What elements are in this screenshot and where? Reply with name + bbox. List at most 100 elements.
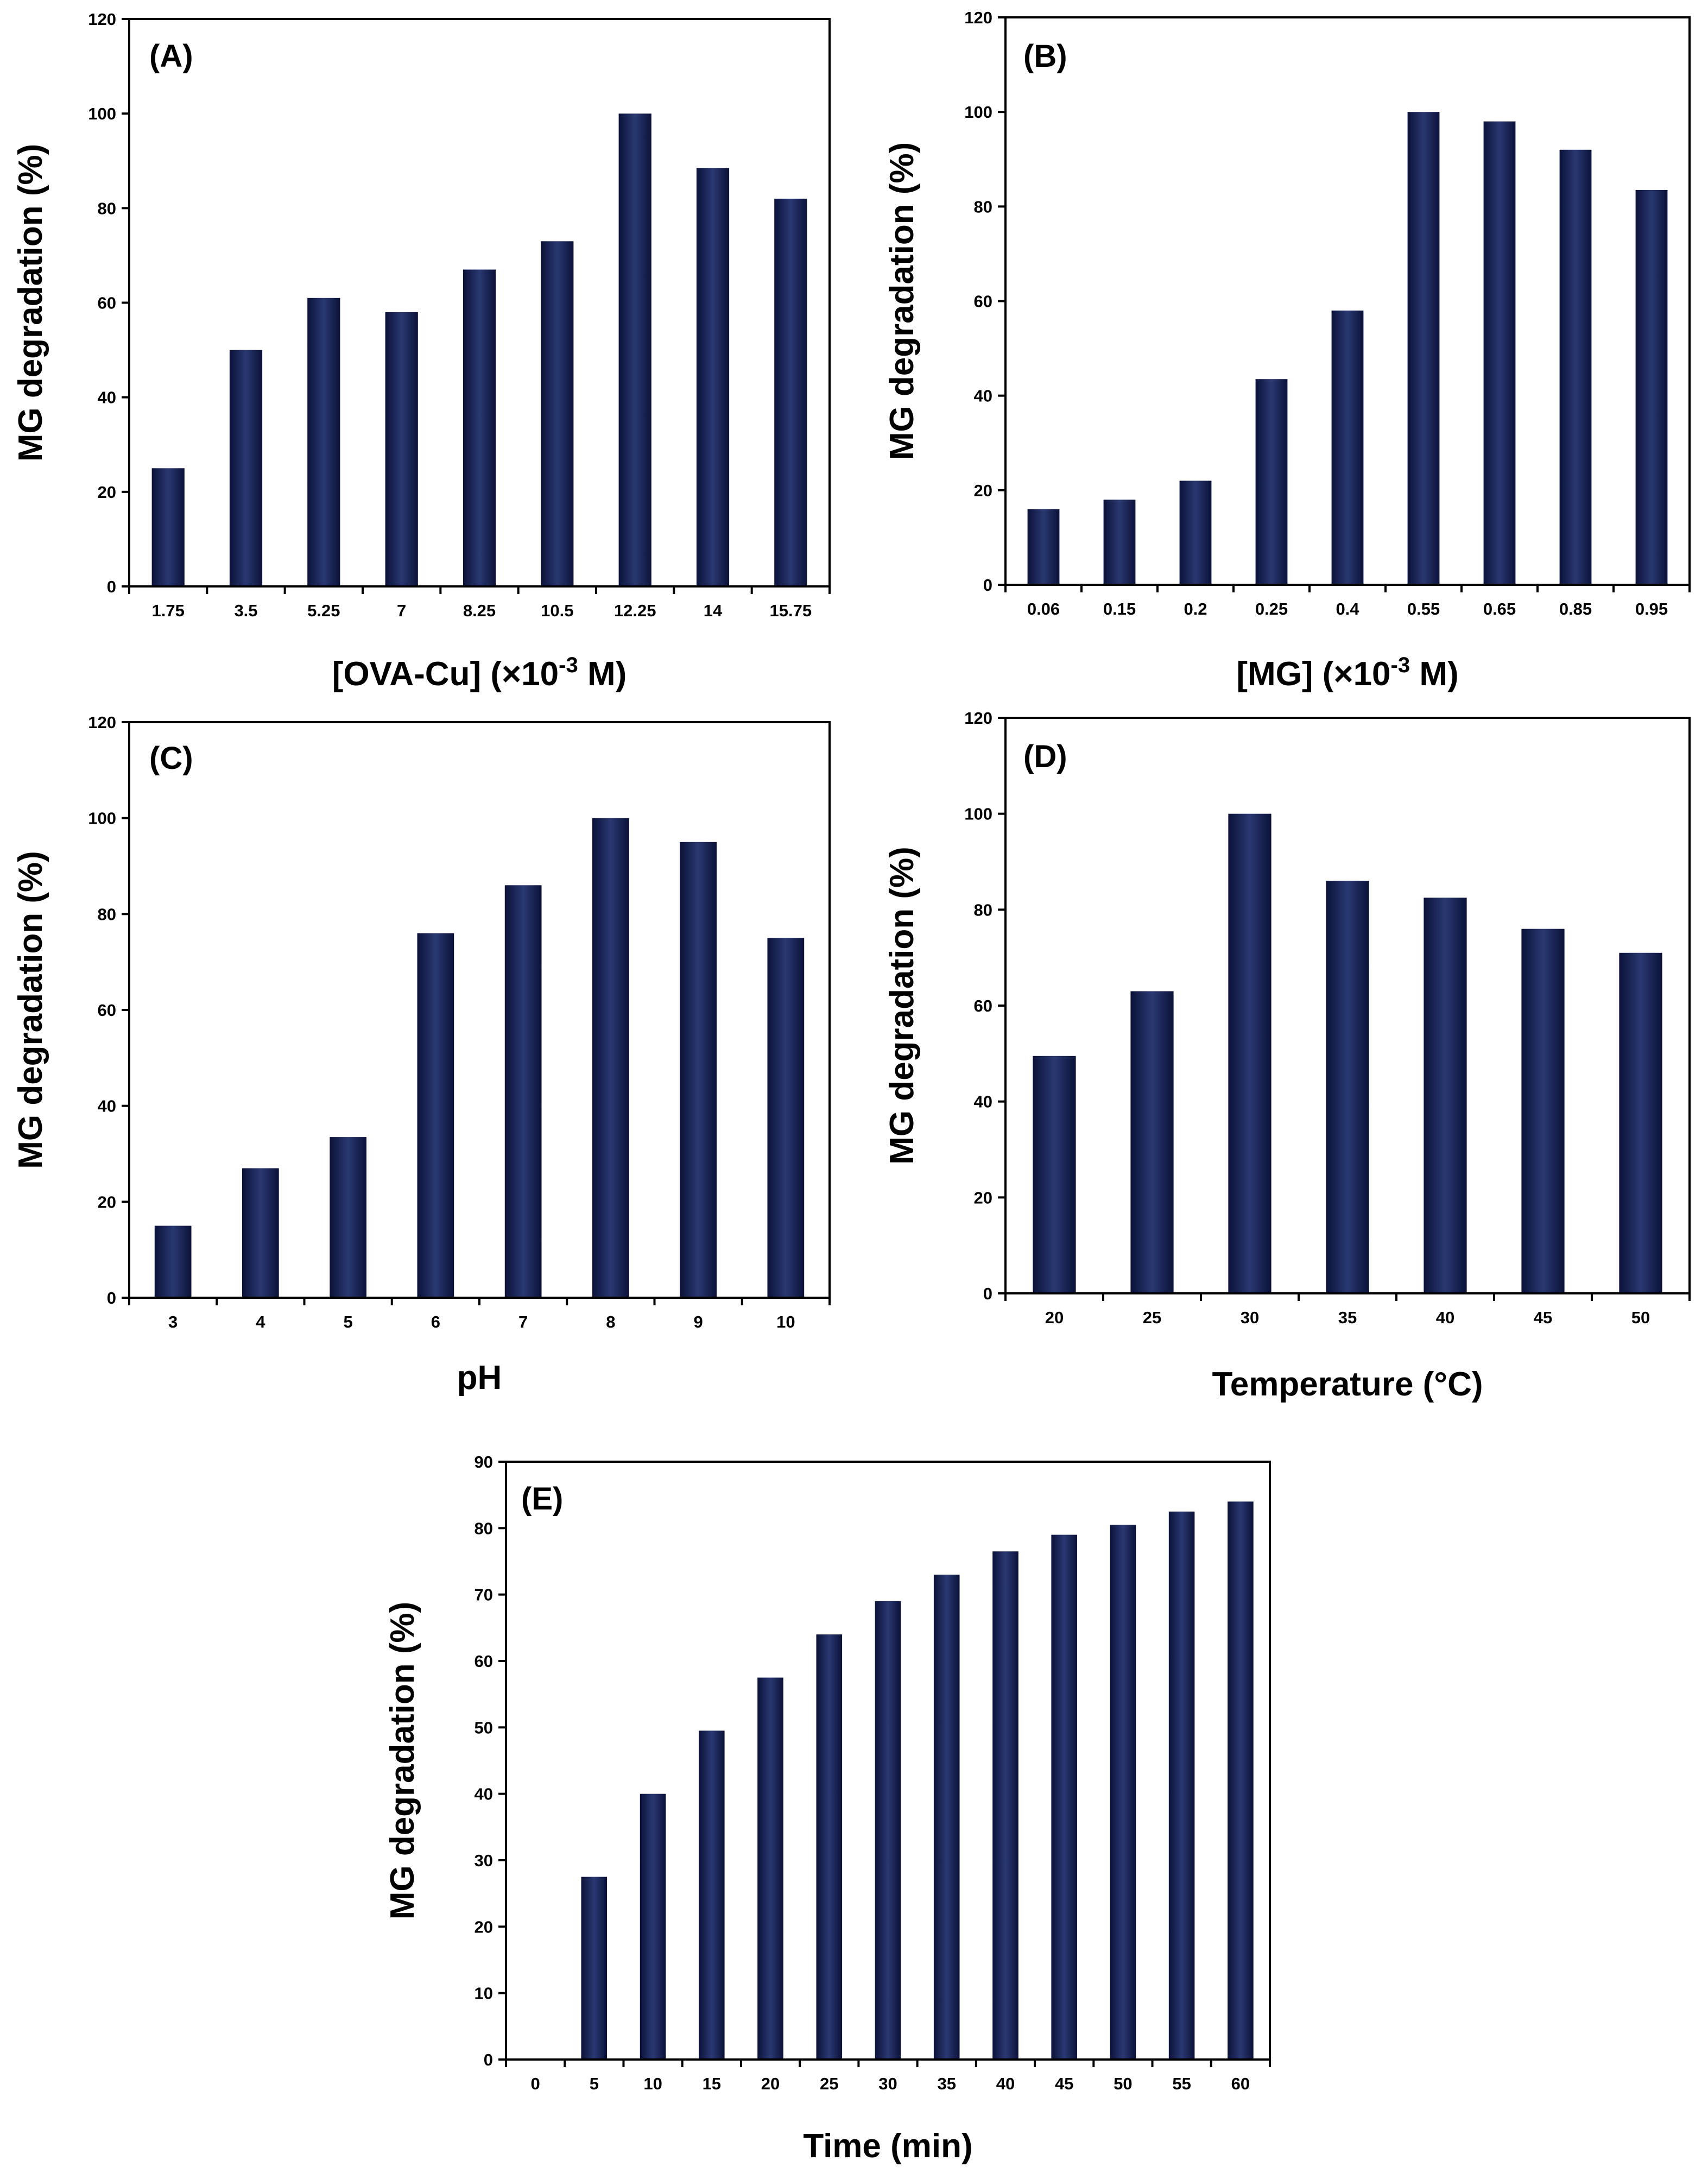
y-tick-label: 60 (98, 294, 116, 313)
bar-8 (592, 818, 629, 1298)
x-tick-label: 0.06 (1027, 599, 1060, 618)
y-tick-label: 120 (964, 8, 992, 27)
y-tick-label: 120 (88, 713, 116, 732)
y-tick-label: 80 (475, 1519, 493, 1538)
x-tick-label: 0.95 (1635, 599, 1668, 618)
bar-45 (1051, 1534, 1077, 2060)
x-tick-label: 4 (256, 1312, 265, 1331)
y-tick-label: 40 (98, 1097, 116, 1116)
bar-60 (1228, 1501, 1254, 2060)
y-tick-label: 40 (974, 1092, 992, 1111)
x-tick-label: 3 (168, 1312, 178, 1331)
bar-50 (1619, 952, 1662, 1293)
y-axis-label: MG degradation (%) (12, 144, 49, 462)
x-tick-label: 35 (1338, 1308, 1357, 1327)
plot-frame (505, 1461, 1271, 2061)
x-tick-label: 10.5 (541, 601, 573, 620)
y-axis-label: MG degradation (%) (883, 847, 921, 1165)
y-tick-label: 120 (88, 10, 116, 29)
x-tick-label: 5 (590, 2074, 599, 2093)
bar-8.25 (463, 269, 496, 586)
x-axis-label: [MG] (×10-3 M) (1236, 653, 1458, 693)
panel-label: (C) (149, 741, 193, 776)
y-tick-label: 20 (98, 483, 116, 502)
x-tick-label: 35 (937, 2074, 956, 2093)
y-tick-label: 60 (974, 996, 992, 1015)
bar-0.06 (1027, 509, 1060, 585)
x-tick-label: 20 (1045, 1308, 1064, 1327)
y-tick-label: 0 (484, 2050, 493, 2069)
x-tick-label: 55 (1172, 2074, 1191, 2093)
x-axis-label: [OVA-Cu] (×10-3 M) (332, 653, 627, 693)
y-tick-label: 10 (475, 1984, 493, 2003)
x-tick-label: 14 (704, 601, 723, 620)
y-tick-label: 80 (98, 905, 116, 924)
y-tick-label: 20 (475, 1917, 493, 1936)
y-axis-label: MG degradation (%) (12, 851, 49, 1169)
y-tick-label: 40 (98, 388, 116, 407)
y-axis-label: MG degradation (%) (384, 1602, 421, 1920)
x-tick-label: 5 (344, 1312, 353, 1331)
x-tick-label: 6 (431, 1312, 440, 1331)
y-tick-label: 0 (107, 1288, 116, 1307)
bar-6 (417, 933, 454, 1298)
bar-7 (385, 312, 418, 586)
x-tick-label: 12.25 (614, 601, 656, 620)
x-tick-label: 15.75 (770, 601, 812, 620)
panel-label: (B) (1023, 39, 1067, 74)
y-tick-label: 40 (974, 387, 992, 406)
bar-15.75 (774, 198, 807, 586)
x-tick-label: 0.25 (1255, 599, 1288, 618)
plot-frame (128, 721, 831, 1299)
panel-label: (D) (1023, 739, 1067, 774)
chart-panel-1: 0 20 40 60 80 100 120 1.75 3.5 5.25 7 8.25 10.5 12.25… (12, 10, 831, 693)
x-tick-label: 7 (518, 1312, 528, 1331)
x-tick-label: 9 (694, 1312, 703, 1331)
y-tick-label: 20 (974, 1188, 992, 1207)
bar-55 (1168, 1511, 1195, 2060)
y-tick-label: 0 (983, 1284, 992, 1303)
bar-30 (1228, 813, 1271, 1293)
x-axis-label: Time (min) (803, 2127, 972, 2165)
bar-30 (875, 1601, 901, 2060)
y-tick-label: 100 (964, 805, 992, 824)
bar-4 (242, 1168, 279, 1298)
y-tick-label: 40 (475, 1785, 493, 1804)
bar-3.5 (229, 350, 263, 586)
y-tick-label: 50 (475, 1718, 493, 1737)
x-tick-label: 7 (397, 601, 406, 620)
x-tick-label: 30 (878, 2074, 897, 2093)
x-tick-label: 40 (1436, 1308, 1454, 1327)
y-tick-label: 20 (98, 1192, 116, 1211)
bar-45 (1521, 928, 1565, 1293)
bar-25 (1130, 991, 1174, 1293)
bar-7 (504, 885, 542, 1298)
chart-panel-5: 0 10 20 30 40 50 60 70 80 90 0 5 10 15 20 25 30 35 40 45 50 5… (384, 1452, 1271, 2165)
panel-label: (A) (149, 39, 193, 74)
y-tick-label: 100 (964, 103, 992, 122)
x-tick-label: 10 (643, 2074, 662, 2093)
y-tick-label: 80 (974, 197, 992, 216)
x-tick-label: 0.15 (1103, 599, 1136, 618)
x-axis-label: Temperature (°C) (1212, 1366, 1483, 1403)
x-tick-label: 8 (606, 1312, 615, 1331)
x-tick-label: 25 (1143, 1308, 1161, 1327)
x-tick-label: 3.5 (234, 601, 257, 620)
bar-0.2 (1179, 481, 1212, 585)
y-tick-label: 30 (475, 1851, 493, 1870)
x-tick-label: 40 (996, 2074, 1015, 2093)
y-tick-label: 100 (88, 809, 116, 828)
bar-0.4 (1331, 310, 1364, 585)
x-tick-label: 20 (761, 2074, 780, 2093)
y-tick-label: 100 (88, 104, 116, 123)
bar-5.25 (307, 298, 340, 586)
y-tick-label: 80 (974, 900, 992, 919)
y-tick-label: 0 (107, 577, 116, 596)
bar-25 (816, 1634, 843, 2060)
y-axis-label: MG degradation (%) (883, 142, 921, 460)
chart-panel-2: 0 20 40 60 80 100 120 0.06 0.15 0.2 0.25 0.4 0.55 0.6… (883, 8, 1691, 693)
chart-panel-3: 0 20 40 60 80 100 120 3 4 5 6 7 8 9 10 (C) MG degradatio… (12, 713, 831, 1397)
y-tick-label: 120 (964, 709, 992, 728)
bar-1.75 (151, 468, 185, 586)
